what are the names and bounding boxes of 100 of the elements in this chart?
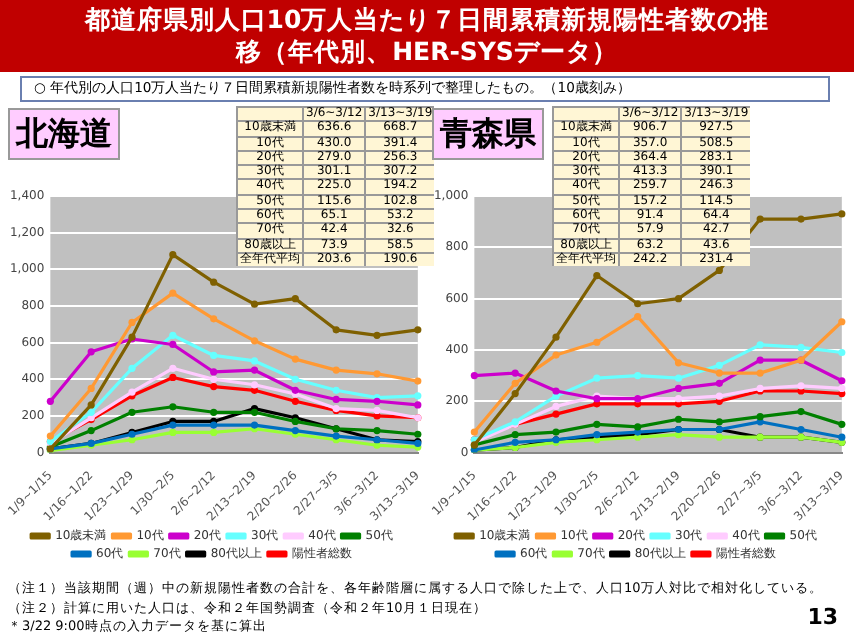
point (373, 406, 381, 415)
point (373, 427, 381, 435)
point (715, 418, 723, 426)
point (250, 366, 259, 374)
point (414, 326, 422, 334)
point (511, 431, 519, 439)
point (552, 351, 560, 359)
point (552, 333, 560, 341)
point (210, 351, 218, 360)
point (552, 428, 560, 436)
point (169, 373, 177, 382)
point (210, 383, 218, 391)
point (169, 364, 177, 372)
point (756, 356, 764, 364)
point (291, 355, 299, 363)
point (715, 433, 723, 441)
point (674, 295, 683, 303)
point (250, 357, 259, 365)
point (414, 430, 422, 438)
point (291, 375, 299, 383)
point (838, 433, 846, 441)
point (210, 368, 218, 376)
text: 13 (807, 604, 838, 630)
point (87, 348, 95, 356)
point (552, 402, 560, 411)
point (373, 331, 381, 339)
point (593, 420, 601, 428)
point (797, 425, 805, 434)
point (593, 338, 601, 346)
point (210, 408, 218, 416)
point (715, 379, 723, 387)
point (373, 441, 381, 449)
point (169, 403, 177, 411)
point (511, 438, 519, 446)
point (756, 215, 764, 223)
point (674, 395, 683, 403)
point (715, 361, 723, 369)
point (250, 337, 259, 345)
point (797, 382, 805, 390)
point (210, 278, 218, 286)
point (250, 381, 259, 389)
point (838, 384, 846, 393)
point (797, 215, 805, 223)
point (552, 387, 560, 395)
text: 都道府県別人口10万人当たり７日間累積新規陽性者数の推移（年代別、HER-SYSデータ） (0, 0, 854, 72)
point (169, 289, 177, 297)
point (838, 348, 846, 357)
chart-title: 北海道 (8, 108, 120, 160)
point (414, 392, 422, 400)
point (511, 369, 519, 377)
point (715, 369, 723, 377)
point (87, 384, 95, 393)
point (470, 372, 478, 380)
point (128, 318, 136, 327)
point (674, 384, 683, 393)
point (634, 313, 642, 321)
point (715, 392, 723, 400)
point (838, 377, 846, 385)
point (87, 408, 95, 416)
point (128, 364, 136, 372)
point (634, 300, 642, 308)
point (634, 372, 642, 380)
point (414, 377, 422, 385)
point (210, 428, 218, 437)
point (838, 210, 846, 218)
point (169, 331, 177, 339)
point (332, 326, 340, 334)
point (511, 389, 519, 398)
point (756, 369, 764, 377)
point (169, 428, 177, 437)
point (332, 395, 340, 404)
point (674, 415, 683, 423)
point (169, 340, 177, 349)
point (210, 315, 218, 323)
point (332, 386, 340, 394)
point (674, 374, 683, 382)
point (511, 379, 519, 387)
point (552, 410, 560, 418)
point (593, 271, 601, 280)
point (797, 407, 805, 416)
point (169, 251, 177, 259)
point (414, 401, 422, 409)
point (46, 397, 54, 405)
point (128, 408, 136, 416)
point (634, 423, 642, 431)
point (593, 374, 601, 382)
point (332, 366, 340, 374)
point (373, 370, 381, 378)
point (674, 359, 683, 367)
point (210, 375, 218, 383)
point (470, 428, 478, 436)
chart-title: 青森県 (432, 108, 544, 160)
point (715, 266, 723, 275)
point (797, 343, 805, 351)
point (46, 432, 54, 440)
point (250, 300, 259, 308)
point (87, 427, 95, 435)
point (838, 318, 846, 326)
point (756, 413, 764, 421)
point (291, 397, 299, 405)
